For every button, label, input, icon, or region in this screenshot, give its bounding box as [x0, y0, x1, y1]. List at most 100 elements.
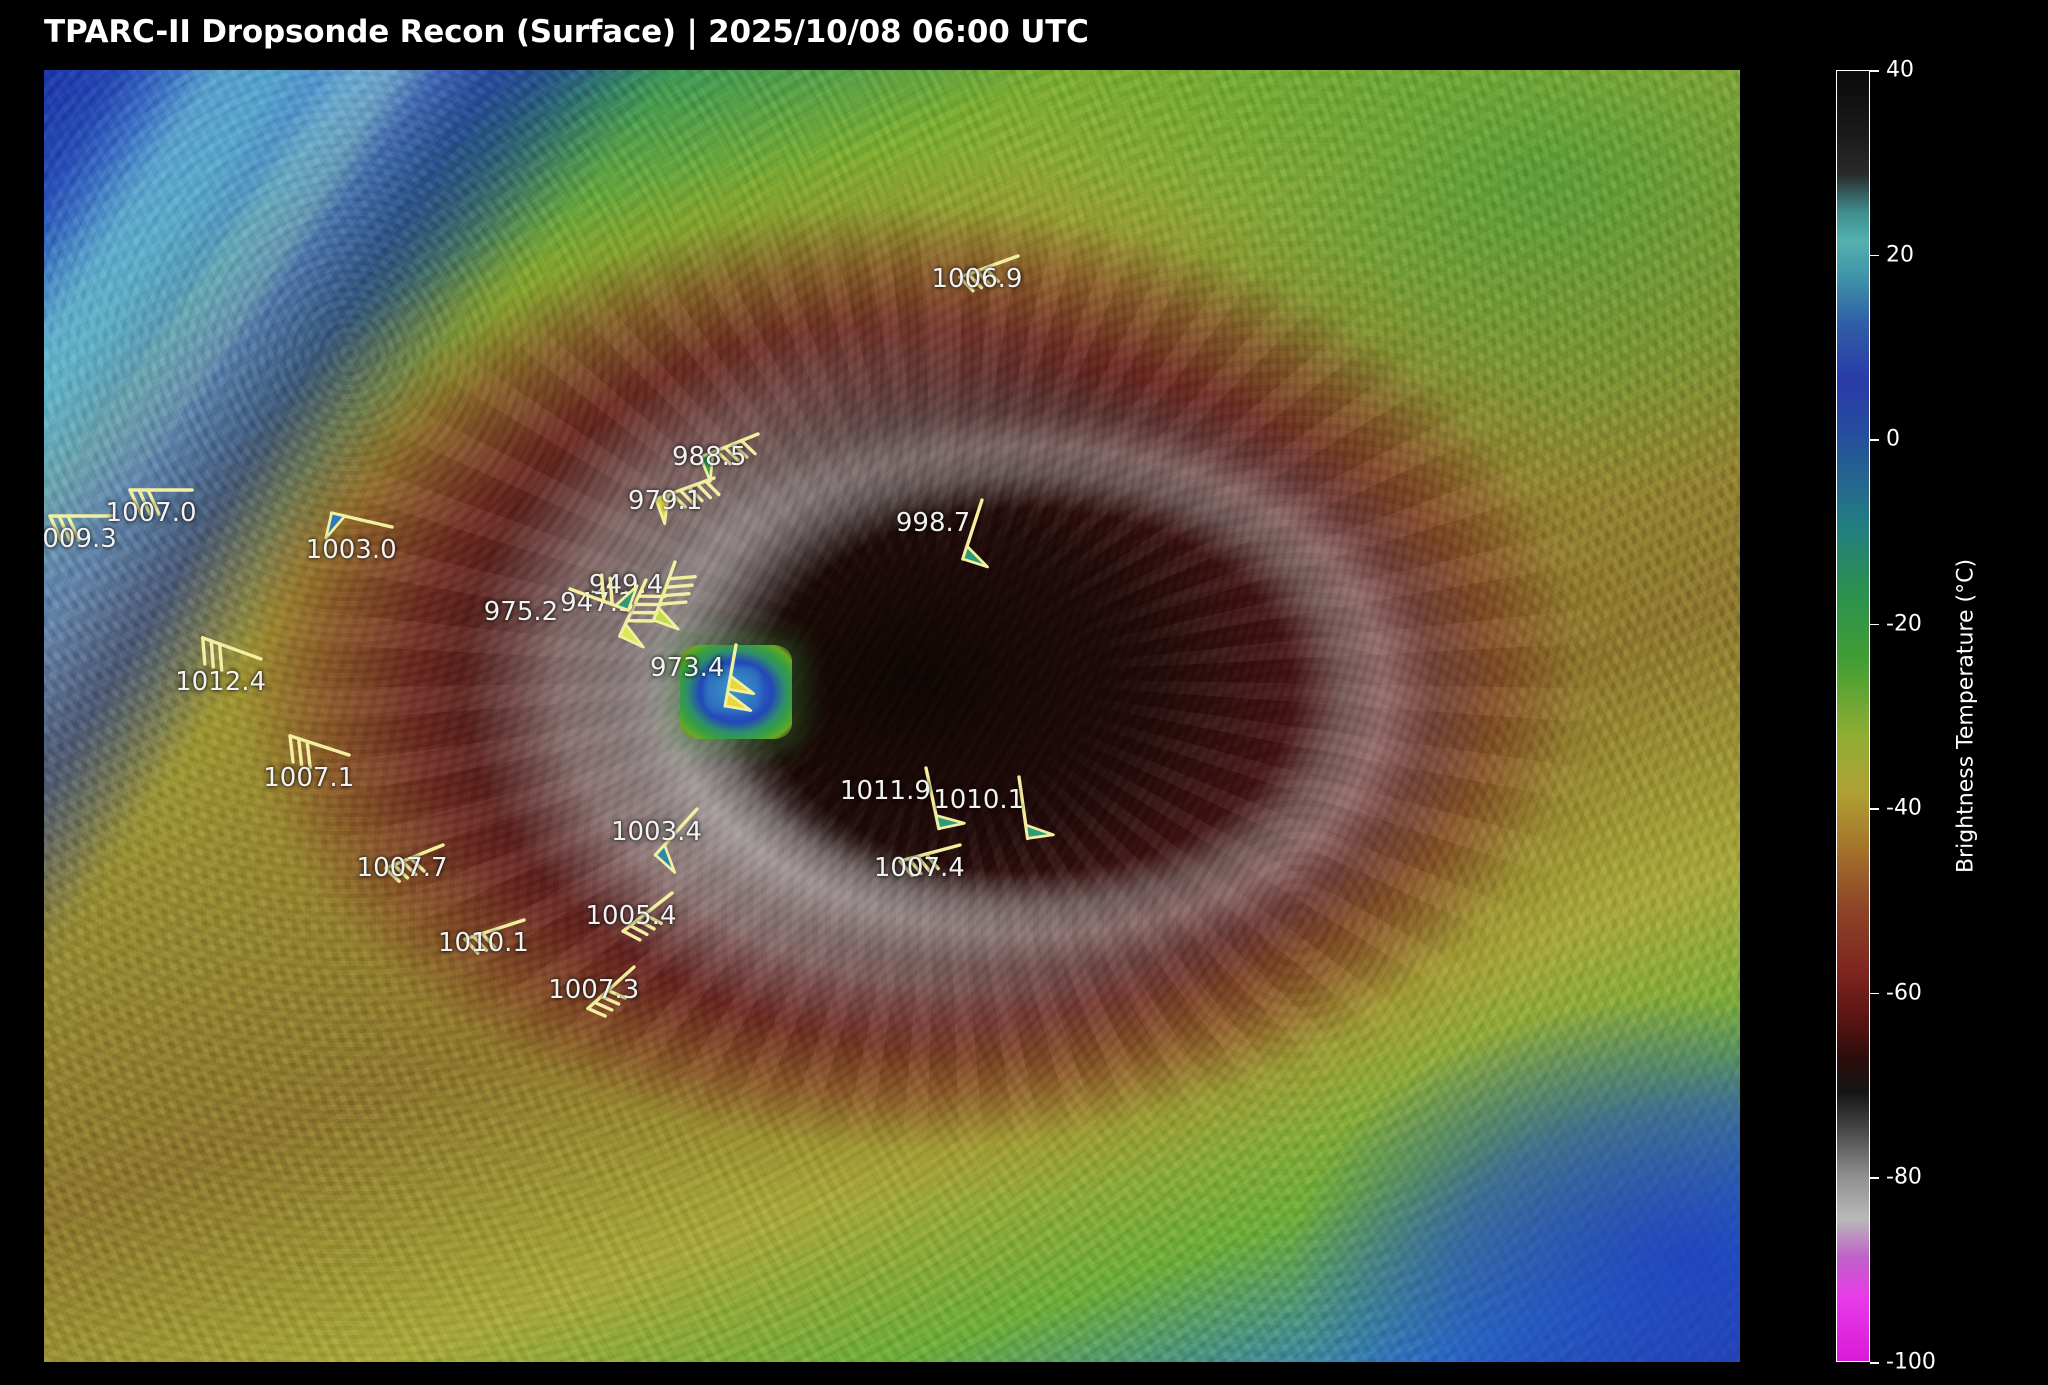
barb-full	[201, 636, 207, 666]
barb-half	[915, 854, 932, 873]
barb-full	[599, 573, 606, 604]
barb-pennant	[324, 512, 346, 541]
barb-full	[297, 736, 304, 767]
colorbar-tick-mark	[1870, 1362, 1879, 1364]
barb-full	[145, 488, 161, 516]
barb-half	[628, 923, 649, 937]
wind-barb	[586, 964, 636, 1018]
barb-full	[625, 619, 656, 623]
wind-barb	[653, 476, 721, 526]
barb-half	[480, 932, 497, 950]
barb-half	[898, 859, 914, 878]
barb-half	[714, 449, 732, 466]
barb-full	[66, 514, 81, 542]
barb-full	[57, 514, 72, 542]
colorbar[interactable]: 40 20 0 -20 -40 -60 -80 -100	[1836, 58, 1936, 1375]
barb-full	[305, 739, 313, 769]
wind-barb	[201, 636, 263, 673]
barb-full	[664, 583, 694, 590]
barb-half	[695, 482, 712, 500]
barb-pennant	[723, 691, 753, 712]
wind-barb	[1017, 775, 1055, 840]
colorbar-tick-mark	[1870, 70, 1879, 72]
barb-half	[965, 272, 983, 290]
barb-half	[670, 491, 687, 509]
barb-half	[586, 1006, 608, 1018]
colorbar-tick-label: -80	[1886, 1164, 1922, 1190]
barb-pennant	[961, 545, 989, 569]
wind-barb	[620, 891, 674, 942]
barb-half	[471, 934, 488, 953]
wind-barb	[957, 254, 1020, 293]
barb-half	[599, 994, 621, 1006]
colorbar-tick-label: 20	[1886, 242, 1914, 268]
wind-barb	[898, 843, 962, 878]
barb-pennant	[934, 813, 966, 830]
colorbar-tick-label: 40	[1886, 57, 1914, 83]
barb-half	[593, 1000, 614, 1012]
barb-pennant	[1024, 823, 1055, 840]
barb-pennant	[654, 493, 670, 526]
page-title: TPARC-II Dropsonde Recon (Surface) | 202…	[44, 14, 1089, 50]
barb-full	[209, 639, 216, 669]
barb-full	[218, 642, 224, 673]
wind-barb	[961, 498, 989, 569]
wind-barb	[324, 511, 394, 541]
satellite-image-panel: 1006.9988.5979.1998.71009.31007.01003.09…	[44, 70, 1740, 1362]
colorbar-tick-label: -20	[1886, 611, 1922, 637]
wind-barb	[924, 765, 966, 831]
barb-half	[383, 866, 401, 884]
colorbar-tick-label: -100	[1886, 1349, 1936, 1375]
barb-half	[678, 488, 696, 506]
colorbar-tick-mark	[1870, 254, 1879, 257]
wind-barb	[652, 560, 697, 631]
barb-pennant	[613, 584, 639, 612]
wind-barb	[383, 843, 445, 884]
colorbar-tick-mark	[1870, 439, 1879, 441]
barb-half	[463, 937, 480, 955]
barb-half	[739, 439, 757, 456]
barb-half	[982, 266, 1000, 284]
colorbar-tick-mark	[1870, 623, 1879, 626]
colorbar-tick-label: 0	[1886, 426, 1900, 452]
barb-full	[660, 592, 691, 598]
colorbar-tick-mark	[1870, 1177, 1879, 1180]
colorbar-axis-label: Brightness Temperature (°C)	[1953, 558, 1979, 874]
barb-half	[957, 275, 975, 293]
barb-half	[924, 852, 940, 871]
barb-half	[703, 479, 721, 497]
colorbar-gradient	[1836, 70, 1870, 1362]
southeast-blue-corner	[44, 70, 1740, 1362]
barb-half	[723, 446, 741, 463]
barb-half	[635, 918, 656, 931]
barb-half	[391, 863, 409, 880]
barb-full	[629, 611, 659, 615]
colorbar-tick-mark	[1870, 808, 1879, 810]
wind-barb	[698, 432, 760, 484]
barb-half	[731, 442, 749, 460]
barb-pennant	[699, 451, 715, 484]
barb-half	[642, 912, 663, 925]
wind-barb	[653, 807, 699, 874]
colorbar-tick-label: -40	[1886, 795, 1922, 821]
barb-half	[906, 857, 923, 876]
wind-barb	[463, 918, 526, 955]
barb-full	[48, 514, 63, 542]
barb-full	[657, 600, 688, 607]
barb-full	[136, 488, 152, 516]
colorbar-tick-mark	[1870, 992, 1879, 995]
barb-full	[633, 603, 663, 607]
barb-full	[127, 488, 143, 516]
barb-full	[608, 576, 614, 607]
barb-pennant	[618, 622, 645, 649]
barb-half	[400, 859, 418, 877]
barb-half	[974, 269, 992, 287]
wind-barb	[127, 488, 194, 516]
brightness-temperature-heatmap	[44, 70, 1740, 1362]
wind-barb	[48, 514, 114, 542]
barb-full	[636, 594, 667, 599]
barb-pennant	[654, 843, 677, 874]
barb-half	[606, 988, 628, 1000]
barb-full	[667, 575, 697, 581]
barb-half	[408, 856, 426, 873]
